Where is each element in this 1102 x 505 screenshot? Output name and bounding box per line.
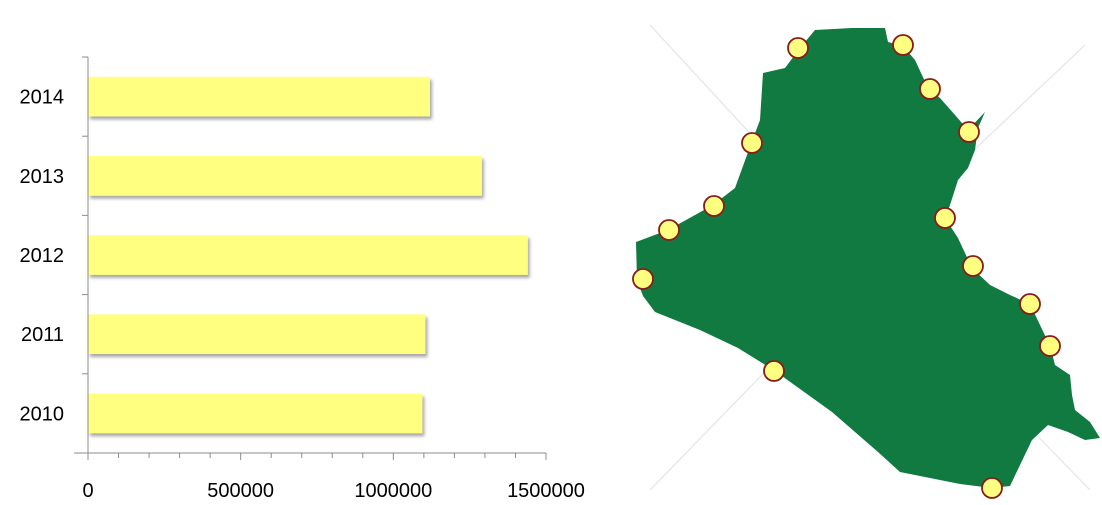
border-marker [787, 37, 809, 59]
border-marker [763, 360, 785, 382]
bar-2011 [88, 314, 426, 354]
axes [74, 56, 547, 460]
border-marker [892, 34, 914, 56]
border-marker [658, 219, 680, 241]
x-tick-label: 1000000 [354, 480, 432, 502]
border-marker [934, 207, 956, 229]
y-tick-label: 2010 [20, 403, 65, 425]
tick-labels: 2014 2013 2012 2011 2010 0 500000 1000000 150000… [20, 87, 585, 502]
y-tick-label: 2014 [20, 87, 65, 109]
y-tick-label: 2013 [20, 166, 65, 188]
border-marker [958, 121, 980, 143]
bar-2012 [88, 235, 528, 275]
bar-2013 [88, 156, 482, 196]
y-tick-label: 2011 [21, 324, 64, 346]
bars [88, 76, 528, 434]
border-marker [703, 195, 725, 217]
border-marker [1019, 293, 1041, 315]
markers [632, 34, 1061, 499]
border-marker [962, 255, 984, 277]
bar-chart: 2014 2013 2012 2011 2010 0 500000 1000000 150000… [20, 56, 585, 502]
border-marker [981, 477, 1003, 499]
bar-2010 [88, 393, 423, 434]
border-marker [632, 268, 654, 290]
border-marker [1039, 335, 1061, 357]
bar-2014 [88, 76, 430, 117]
x-tick-label: 1500000 [507, 480, 585, 502]
border-marker [741, 132, 763, 154]
y-tick-label: 2012 [20, 245, 65, 267]
x-tick-label: 500000 [207, 480, 274, 502]
border-marker [919, 78, 941, 100]
x-tick-label: 0 [82, 480, 93, 502]
